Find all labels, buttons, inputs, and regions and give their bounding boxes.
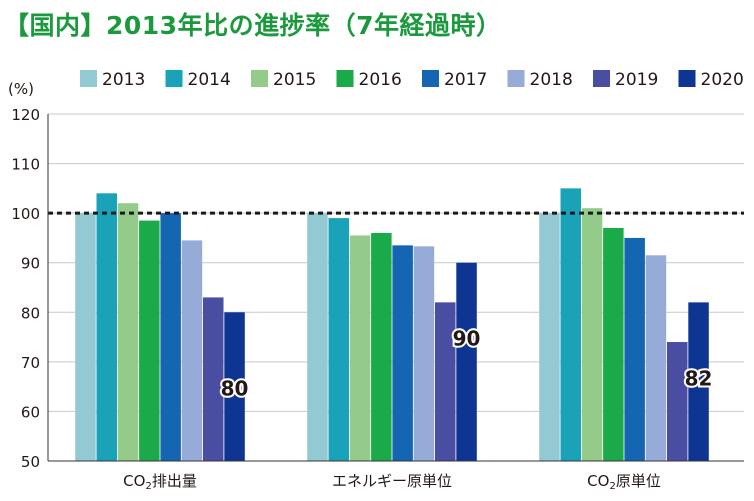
data-label-cat0: 80 <box>221 376 249 400</box>
bar-2014-cat1 <box>328 218 349 461</box>
bar-2019-cat0 <box>203 297 224 461</box>
legend-label-2020: 2020 <box>701 70 744 90</box>
bars <box>75 188 709 462</box>
bar-2020-cat0 <box>224 312 245 461</box>
legend-label-2014: 2014 <box>188 70 231 90</box>
bar-2016-cat0 <box>139 220 160 461</box>
legend-label-2018: 2018 <box>530 70 573 90</box>
bar-2020-cat1 <box>456 262 477 461</box>
y-tick-50: 50 <box>21 453 40 471</box>
legend-swatch-2018 <box>507 70 525 87</box>
y-tick-100: 100 <box>11 205 40 223</box>
y-tick-70: 70 <box>21 354 40 372</box>
bar-2018-cat2 <box>645 255 667 461</box>
legend-label-2015: 2015 <box>273 70 316 90</box>
bar-2017-cat2 <box>624 237 645 461</box>
y-tick-80: 80 <box>21 304 40 322</box>
bar-2017-cat0 <box>160 213 181 461</box>
category-label-0: CO2排出量 <box>123 472 197 492</box>
bar-2019-cat2 <box>667 342 688 461</box>
bar-2014-cat2 <box>560 188 581 461</box>
y-tick-60: 60 <box>21 403 40 421</box>
bar-2020-cat2 <box>688 302 709 461</box>
legend-swatch-2016 <box>336 70 354 87</box>
bar-2018-cat1 <box>413 246 435 461</box>
bar-2013-cat2 <box>539 213 560 461</box>
category-labels: CO2排出量 エネルギー原単位 CO2原単位 <box>123 472 661 492</box>
data-label-cat1: 90 <box>453 327 481 351</box>
bar-2014-cat0 <box>96 193 117 462</box>
bar-2016-cat1 <box>371 232 392 461</box>
bar-2015-cat0 <box>117 203 139 461</box>
category-label-2: CO2原単位 <box>587 472 661 492</box>
legend-swatch-2017 <box>422 70 439 87</box>
bar-2013-cat1 <box>307 213 328 461</box>
y-tick-90: 90 <box>21 255 40 273</box>
chart-title: 【国内】2013年比の進捗率（7年経過時） <box>4 11 502 40</box>
y-tick-110: 110 <box>11 156 40 174</box>
legend-swatch-2020 <box>678 70 696 87</box>
y-axis-label: (%) <box>8 80 34 98</box>
legend: 2013 2014 2015 2016 2017 2018 2019 2020 <box>80 70 744 90</box>
y-tick-labels: 50 60 70 80 90 100 110 120 <box>11 106 40 471</box>
legend-swatch-2013 <box>80 70 97 87</box>
legend-label-2016: 2016 <box>359 70 402 90</box>
bar-2016-cat2 <box>603 228 624 461</box>
data-label-cat2: 82 <box>685 366 713 390</box>
bar-2013-cat0 <box>75 213 96 461</box>
category-label-1: エネルギー原単位 <box>332 472 452 490</box>
legend-swatch-2015 <box>251 70 268 87</box>
data-labels: 80 90 82 <box>219 325 715 403</box>
legend-swatch-2014 <box>165 70 183 87</box>
bar-2015-cat2 <box>581 208 603 461</box>
legend-label-2017: 2017 <box>444 70 487 90</box>
bar-2017-cat1 <box>392 245 413 461</box>
legend-label-2019: 2019 <box>615 70 658 90</box>
bar-2019-cat1 <box>435 302 456 461</box>
bar-2018-cat0 <box>181 240 203 461</box>
legend-swatch-2019 <box>593 70 610 87</box>
y-tick-120: 120 <box>11 106 40 124</box>
bar-2015-cat1 <box>349 235 371 461</box>
legend-label-2013: 2013 <box>102 70 145 90</box>
